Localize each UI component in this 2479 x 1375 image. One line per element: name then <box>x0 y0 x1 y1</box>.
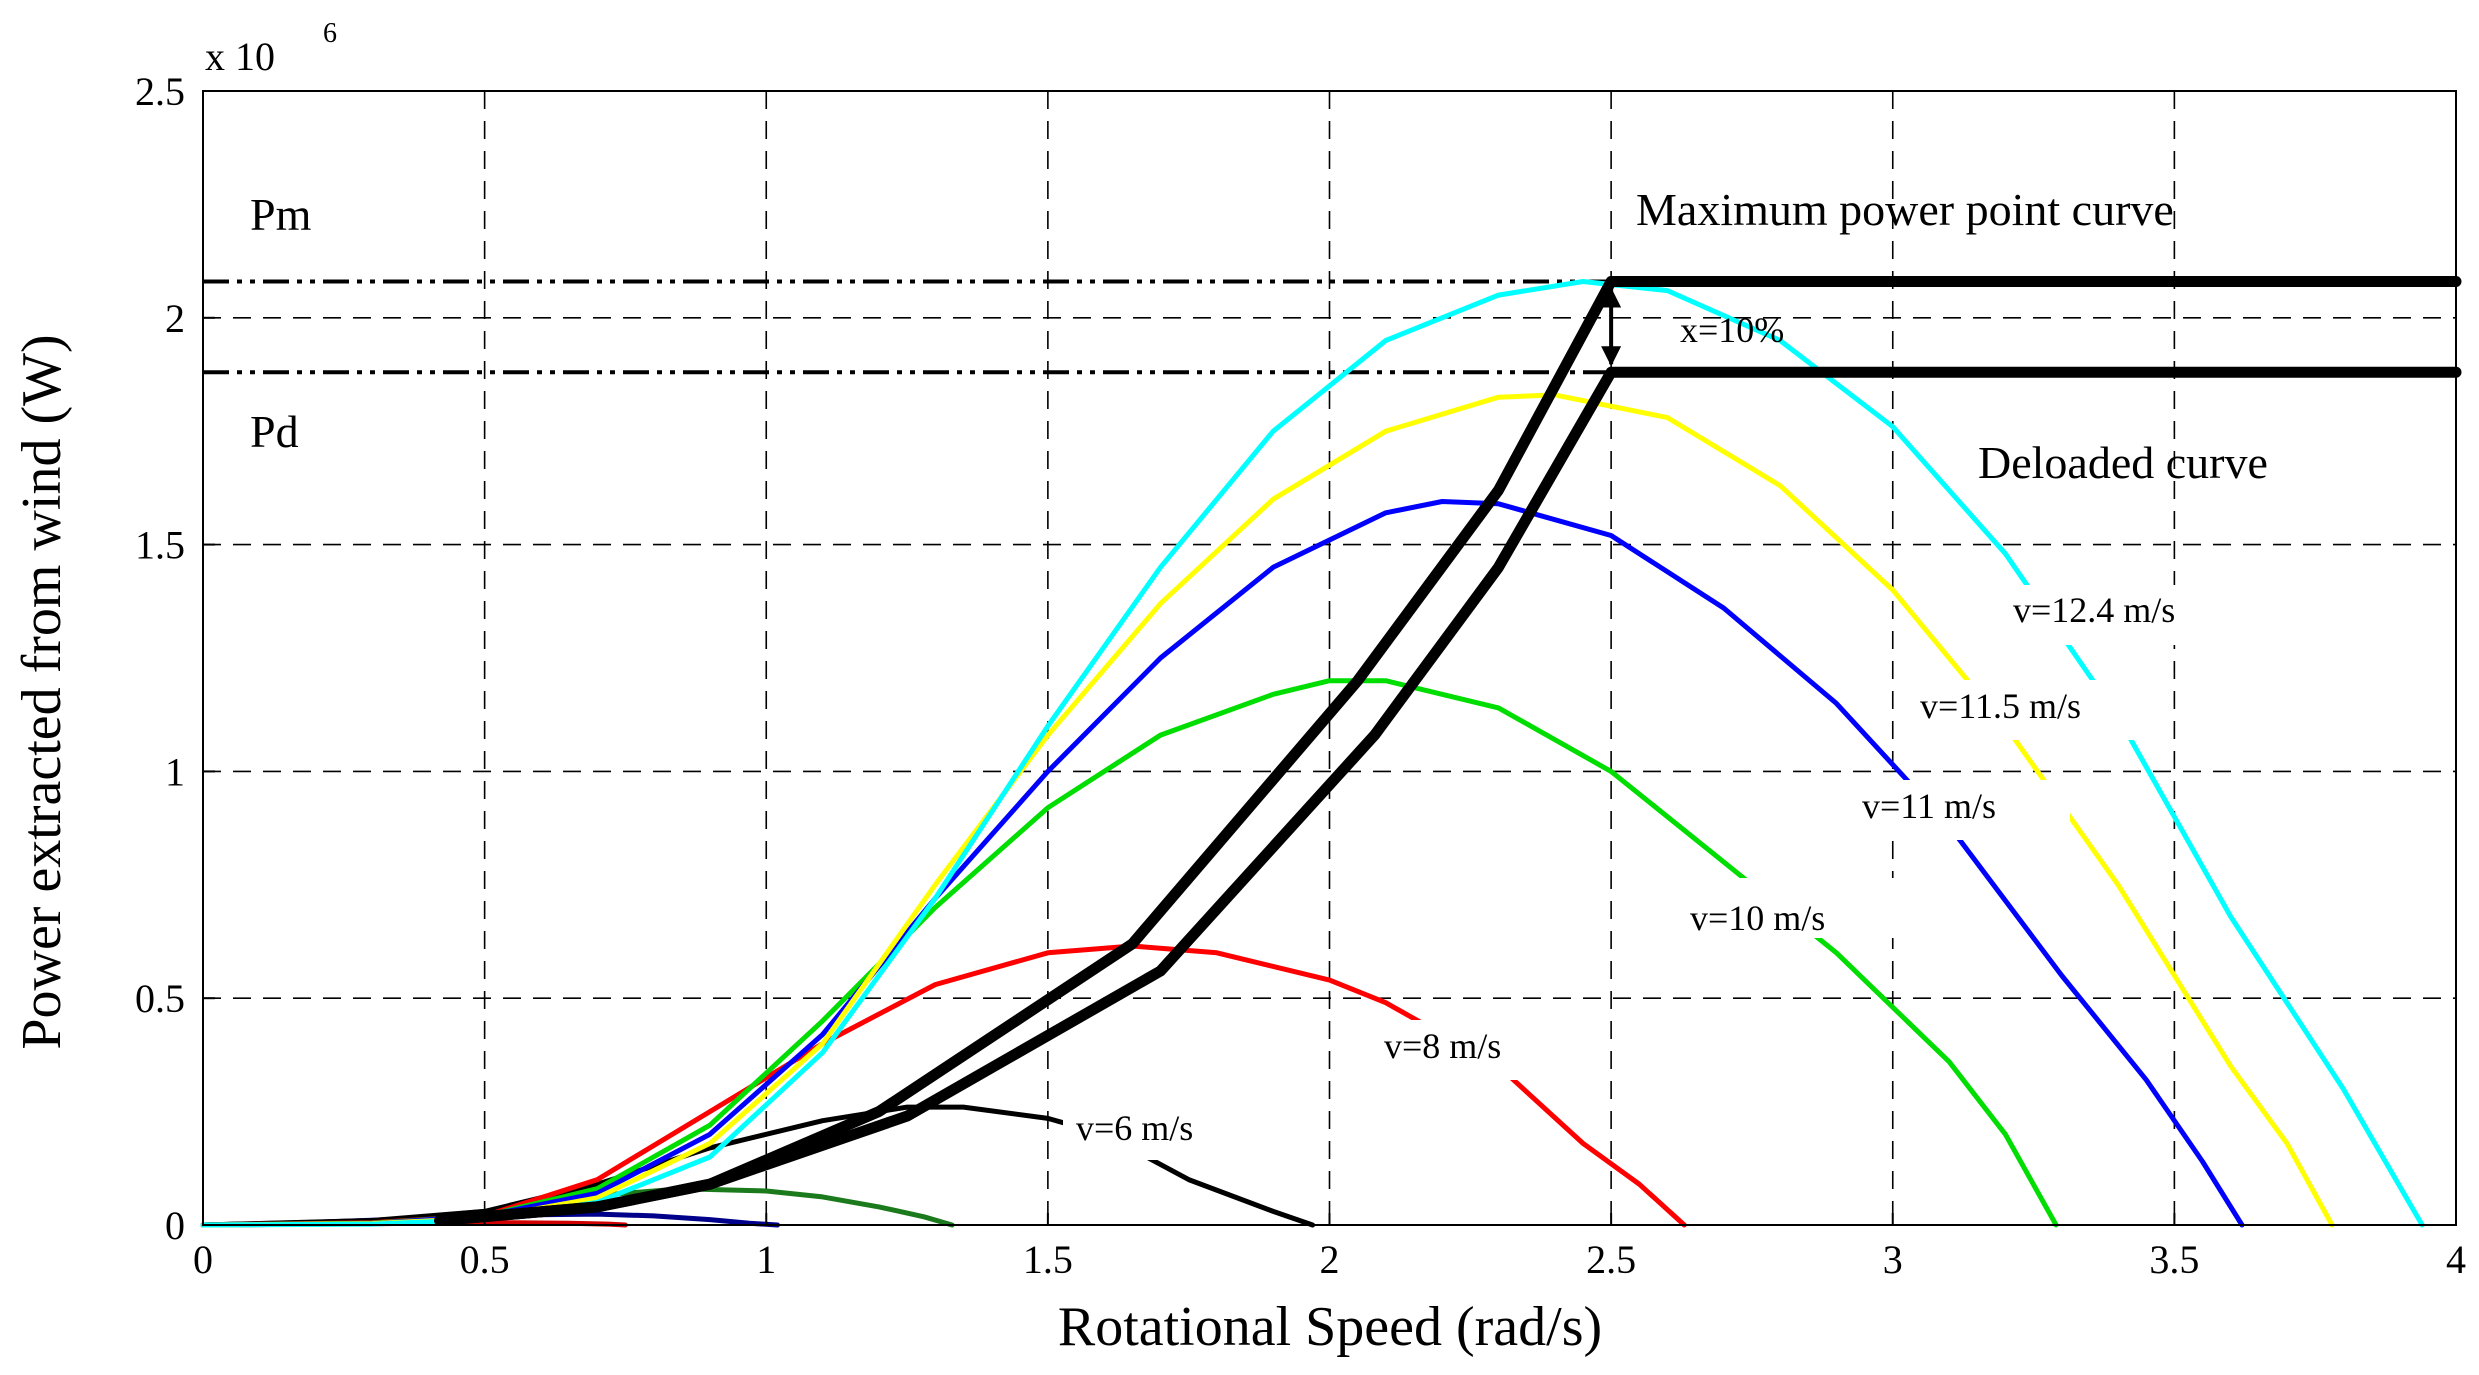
y-tick-label: 1 <box>165 749 185 794</box>
series-line-v-10-m-s <box>200 678 2059 1228</box>
y-axis-label: Power extracted from wind (W) <box>11 334 73 1049</box>
pd-label: Pd <box>250 406 299 457</box>
speed-label-8: v=8 m/s <box>1384 1026 1501 1066</box>
x-tick-label: 1.5 <box>1023 1237 1073 1282</box>
x-axis-label: Rotational Speed (rad/s) <box>1058 1296 1602 1358</box>
x-tick-label: 0.5 <box>460 1237 510 1282</box>
x-tick-label: 2.5 <box>1586 1237 1636 1282</box>
x-tick-label: 3.5 <box>2149 1237 2199 1282</box>
series-line-v-11-m-s <box>200 499 2245 1228</box>
speed-label-11-5: v=11.5 m/s <box>1920 686 2081 726</box>
y-tick-label: 1.5 <box>135 523 185 568</box>
x-tick-label: 4 <box>2446 1237 2466 1282</box>
pm-label: Pm <box>250 189 312 240</box>
y-multiplier-exponent: 6 <box>323 18 337 49</box>
series-line-v-8-m-s <box>200 943 1687 1228</box>
x-tick-label: 0 <box>193 1237 213 1282</box>
x-tick-label: 3 <box>1883 1237 1903 1282</box>
x-tick-label: 1 <box>756 1237 776 1282</box>
x-tick-label: 2 <box>1320 1237 1340 1282</box>
speed-label-6: v=6 m/s <box>1076 1108 1193 1148</box>
y-multiplier: x 10 <box>205 34 275 79</box>
speed-label-11: v=11 m/s <box>1862 786 1996 826</box>
speed-label-10: v=10 m/s <box>1690 898 1825 938</box>
speed-label-12-4: v=12.4 m/s <box>2013 590 2175 630</box>
speed-labels: v=12.4 m/s v=11.5 m/s v=11 m/s v=10 m/s … <box>1063 585 2258 1160</box>
y-tick-label: 0.5 <box>135 976 185 1021</box>
x-ticks: 0 0.5 1 1.5 2 2.5 3 3.5 4 <box>193 1213 2466 1282</box>
series-line-deloaded-curve <box>434 366 2462 1226</box>
delta-label: x=10% <box>1680 310 1784 350</box>
y-tick-label: 2 <box>165 296 185 341</box>
deloaded-curve-label: Deloaded curve <box>1978 437 2268 488</box>
series-line-v-11-5-m-s <box>200 392 2335 1228</box>
series-line-v-12-4-m-s <box>200 279 2425 1228</box>
mpp-curve-label: Maximum power point curve <box>1636 184 2174 235</box>
y-tick-label: 2.5 <box>135 69 185 114</box>
y-tick-label: 0 <box>165 1203 185 1248</box>
y-ticks: 0 0.5 1 1.5 2 2.5 <box>135 69 215 1248</box>
